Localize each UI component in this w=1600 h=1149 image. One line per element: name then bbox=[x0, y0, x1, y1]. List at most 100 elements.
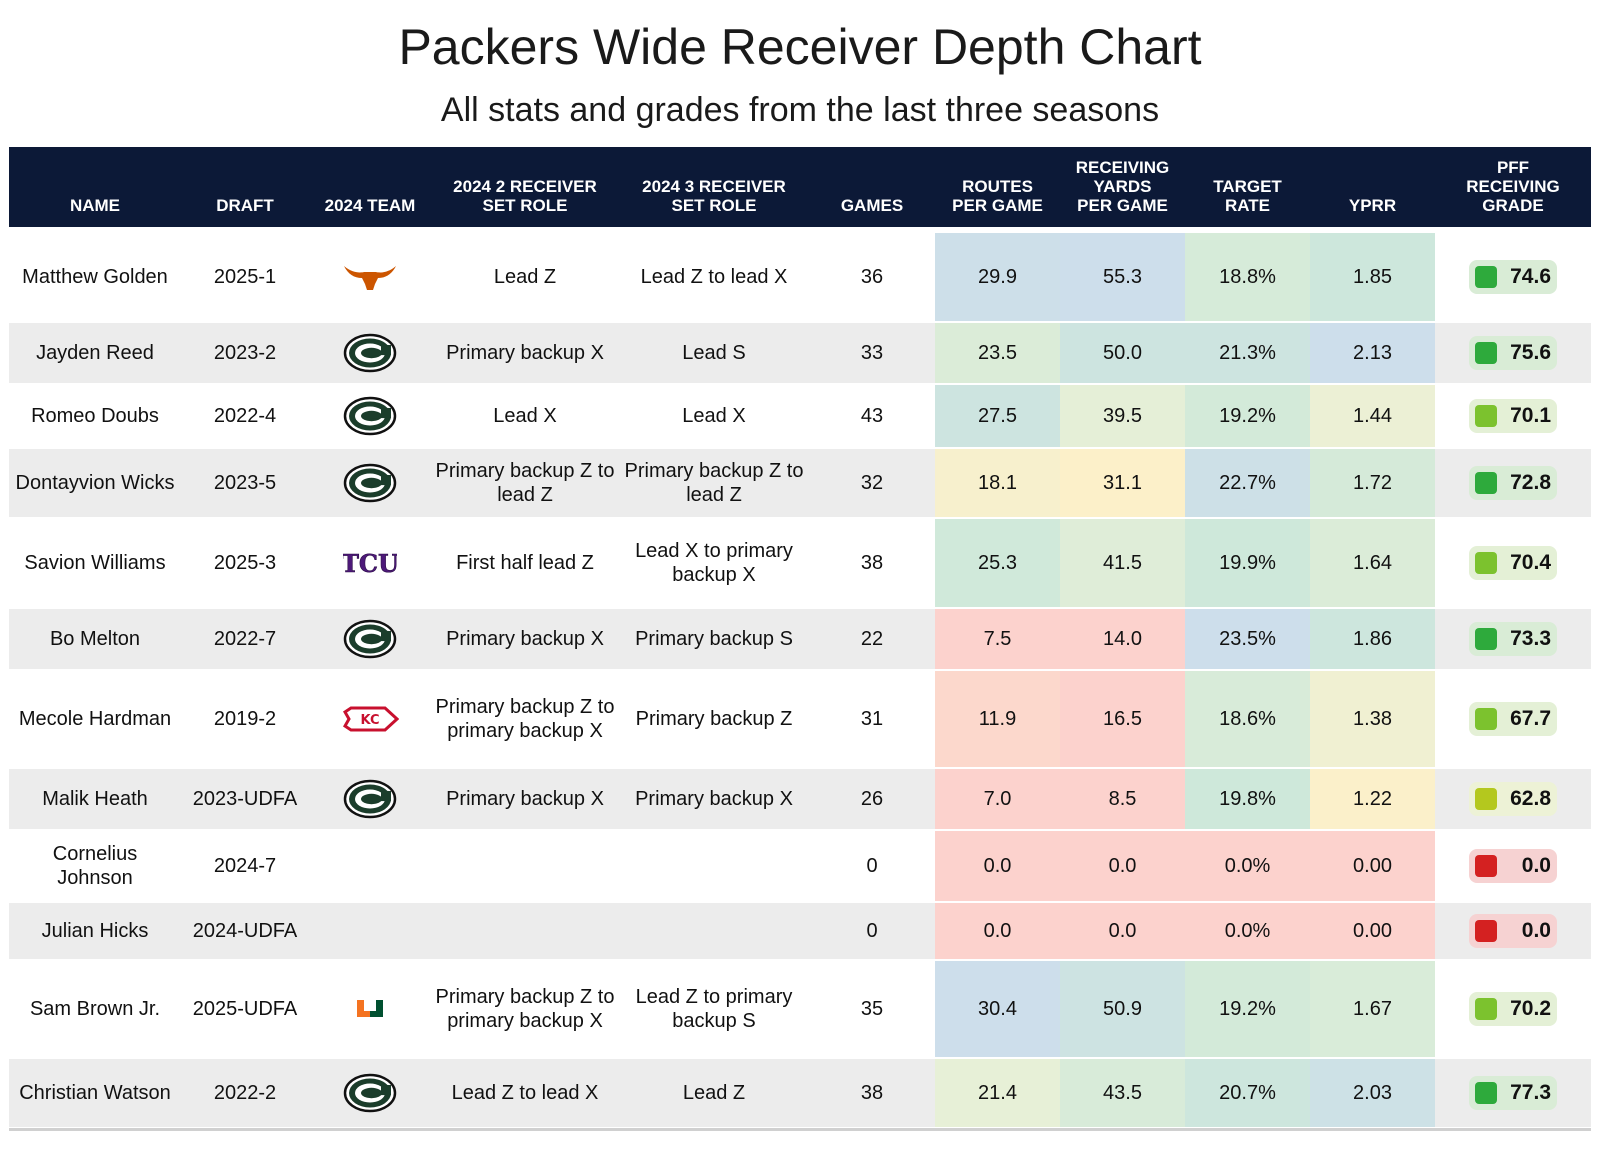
routes-per-game: 0.0 bbox=[935, 831, 1060, 901]
player-name: Savion Williams bbox=[24, 552, 166, 574]
games-played: 32 bbox=[860, 472, 884, 494]
yards-per-game: 55.3 bbox=[1060, 233, 1185, 321]
routes-per-game: 11.9 bbox=[935, 671, 1060, 767]
svg-text:KC: KC bbox=[360, 713, 379, 728]
grade-indicator-icon bbox=[1475, 266, 1497, 288]
games-played: 22 bbox=[860, 628, 884, 650]
grade-value: 73.3 bbox=[1510, 627, 1551, 650]
yards-per-game: 41.5 bbox=[1060, 519, 1185, 607]
grade-badge: 70.2 bbox=[1469, 992, 1557, 1026]
grade-indicator-icon bbox=[1475, 342, 1497, 364]
grade-indicator-icon bbox=[1475, 998, 1497, 1020]
table-row: Mecole Hardman 2019-2 Primary backup Z to … bbox=[9, 671, 1591, 767]
grade-value: 0.0 bbox=[1521, 919, 1551, 942]
grade-badge: 70.4 bbox=[1469, 546, 1557, 580]
grade-value: 70.4 bbox=[1510, 551, 1551, 574]
draft-pick: 2023-2 bbox=[213, 342, 277, 364]
two-receiver-role: Lead X bbox=[493, 405, 557, 427]
grade-badge: 74.6 bbox=[1469, 260, 1557, 294]
player-name: Julian Hicks bbox=[41, 920, 149, 942]
games-played: 26 bbox=[860, 788, 884, 810]
team-logo: TCU bbox=[309, 519, 431, 607]
table-row: Sam Brown Jr. 2025-UDFA Primary backup Z t… bbox=[9, 961, 1591, 1057]
column-header: PFF RECEIVING GRADE bbox=[1466, 158, 1560, 215]
chiefs-logo: KC bbox=[343, 706, 399, 732]
pff-grade-cell: 77.3 bbox=[1435, 1059, 1591, 1127]
player-name: Mecole Hardman bbox=[18, 708, 172, 730]
yards-per-route-run: 1.72 bbox=[1310, 449, 1435, 517]
pff-grade-cell: 67.7 bbox=[1435, 671, 1591, 767]
draft-pick: 2022-4 bbox=[213, 405, 277, 427]
target-rate: 18.6% bbox=[1185, 671, 1310, 767]
grade-badge: 0.0 bbox=[1469, 849, 1557, 883]
two-receiver-role: Lead Z bbox=[493, 266, 557, 288]
grade-indicator-icon bbox=[1475, 855, 1497, 877]
pff-grade-cell: 62.8 bbox=[1435, 769, 1591, 829]
yards-per-game: 50.9 bbox=[1060, 961, 1185, 1057]
team-logo bbox=[309, 1059, 431, 1127]
yards-per-route-run: 2.13 bbox=[1310, 323, 1435, 383]
routes-per-game: 25.3 bbox=[935, 519, 1060, 607]
draft-pick: 2023-UDFA bbox=[192, 788, 298, 810]
column-header: 2024 2 RECEIVER SET ROLE bbox=[453, 177, 597, 215]
table-row: Julian Hicks 2024-UDFA 0 0.0 0.0 0.0% 0.00 0.0 bbox=[9, 903, 1591, 959]
yards-per-route-run: 0.00 bbox=[1310, 831, 1435, 901]
yards-per-route-run: 1.64 bbox=[1310, 519, 1435, 607]
routes-per-game: 29.9 bbox=[935, 233, 1060, 321]
grade-badge: 77.3 bbox=[1469, 1076, 1557, 1110]
yards-per-route-run: 1.38 bbox=[1310, 671, 1435, 767]
packers-logo bbox=[343, 1073, 397, 1113]
texas-longhorns-logo bbox=[344, 266, 396, 290]
target-rate: 20.7% bbox=[1185, 1059, 1310, 1127]
target-rate: 21.3% bbox=[1185, 323, 1310, 383]
table-row: Malik Heath 2023-UDFA Primary backup X Prim… bbox=[9, 769, 1591, 829]
target-rate: 0.0% bbox=[1185, 831, 1310, 901]
routes-per-game: 0.0 bbox=[935, 903, 1060, 959]
depth-chart-table: NAME DRAFT 2024 TEAM 2024 2 RECEIVER SET ROL… bbox=[9, 147, 1591, 1127]
games-played: 35 bbox=[860, 998, 884, 1020]
routes-per-game: 7.0 bbox=[935, 769, 1060, 829]
three-receiver-role: Lead Z bbox=[682, 1082, 746, 1104]
pff-grade-cell: 74.6 bbox=[1435, 233, 1591, 321]
three-receiver-role bbox=[619, 903, 809, 959]
target-rate: 23.5% bbox=[1185, 609, 1310, 669]
three-receiver-role: Primary backup Z bbox=[635, 708, 793, 730]
three-receiver-role: Lead X bbox=[682, 405, 746, 427]
column-header: DRAFT bbox=[216, 196, 274, 215]
packers-logo bbox=[343, 619, 397, 659]
yards-per-game: 39.5 bbox=[1060, 385, 1185, 447]
three-receiver-role: Lead X to primary backup X bbox=[635, 540, 793, 586]
three-receiver-role: Lead S bbox=[682, 342, 746, 364]
pff-grade-cell: 70.2 bbox=[1435, 961, 1591, 1057]
grade-value: 70.1 bbox=[1510, 404, 1551, 427]
grade-indicator-icon bbox=[1475, 472, 1497, 494]
column-header: RECEIVING YARDS PER GAME bbox=[1075, 158, 1170, 215]
table-row: Cornelius Johnson 2024-7 0 0.0 0.0 0.0% 0.00 0.… bbox=[9, 831, 1591, 901]
two-receiver-role: Lead Z to lead X bbox=[451, 1082, 599, 1104]
column-header: 2024 3 RECEIVER SET ROLE bbox=[642, 177, 786, 215]
draft-pick: 2025-3 bbox=[213, 552, 277, 574]
table-row: Christian Watson 2022-2 Lead Z to lead X Le… bbox=[9, 1059, 1591, 1127]
routes-per-game: 21.4 bbox=[935, 1059, 1060, 1127]
table-row: Matthew Golden 2025-1 Lead Z Lead Z to lead… bbox=[9, 233, 1591, 321]
column-header: YPRR bbox=[1348, 196, 1397, 215]
games-played: 43 bbox=[860, 405, 884, 427]
two-receiver-role: Primary backup Z to primary backup X bbox=[435, 696, 615, 742]
grade-value: 75.6 bbox=[1510, 341, 1551, 364]
yards-per-route-run: 1.22 bbox=[1310, 769, 1435, 829]
two-receiver-role: Primary backup X bbox=[446, 342, 604, 364]
team-logo bbox=[309, 449, 431, 517]
grade-badge: 73.3 bbox=[1469, 622, 1557, 656]
player-name: Cornelius Johnson bbox=[52, 843, 138, 889]
grade-indicator-icon bbox=[1475, 920, 1497, 942]
games-played: 33 bbox=[860, 342, 884, 364]
grade-indicator-icon bbox=[1475, 628, 1497, 650]
player-name: Dontayvion Wicks bbox=[15, 472, 175, 494]
three-receiver-role bbox=[619, 831, 809, 901]
grade-badge: 67.7 bbox=[1469, 702, 1557, 736]
team-logo bbox=[309, 961, 431, 1057]
team-logo bbox=[309, 323, 431, 383]
target-rate: 0.0% bbox=[1185, 903, 1310, 959]
player-name: Bo Melton bbox=[49, 628, 141, 650]
grade-value: 72.8 bbox=[1510, 471, 1551, 494]
